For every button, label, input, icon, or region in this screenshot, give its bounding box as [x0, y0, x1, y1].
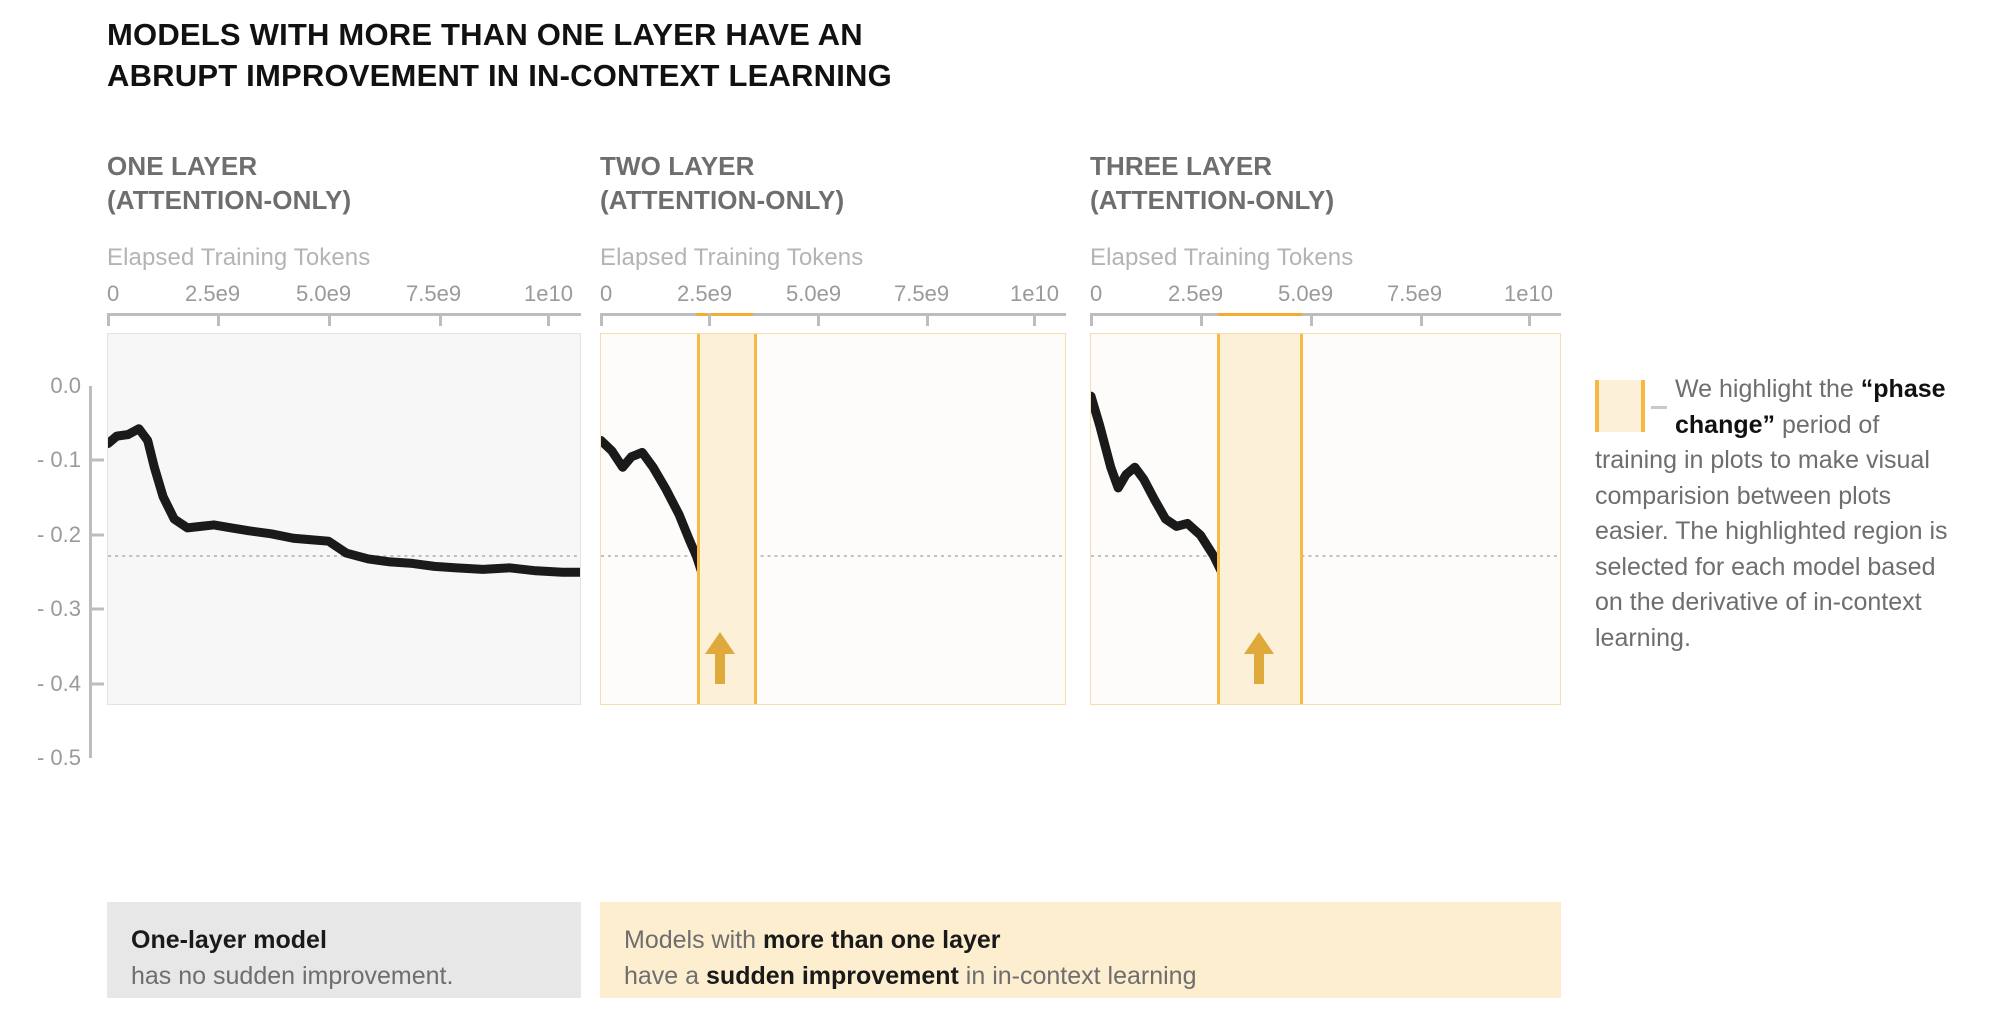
x-axis-line — [1090, 313, 1561, 316]
phase-change-arrow-icon — [1242, 630, 1276, 686]
x-tick-label: 5.0e9 — [1278, 281, 1334, 306]
panel-three-layer: THREE LAYER (ATTENTION-ONLY) Elapsed Tra… — [1090, 150, 1561, 705]
plot-area-three-layer — [1090, 333, 1561, 705]
caption-right-line1-bold: more than one layer — [762, 926, 1001, 954]
x-axis-tick — [708, 313, 711, 326]
phase-change-arrow-icon — [703, 630, 737, 686]
x-axis-tick — [600, 313, 603, 326]
x-tick-label: 2.5e9 — [185, 281, 241, 306]
y-tick-label: - 0.1 — [36, 447, 81, 473]
x-axis-tick — [1200, 313, 1203, 326]
x-axis-title: Elapsed Training Tokens — [107, 244, 371, 271]
y-tick-label: - 0.4 — [36, 670, 81, 696]
y-axis-tick — [92, 682, 104, 686]
y-axis: 0.0 - 0.1 - 0.2 - 0.3 - 0.4 - 0.5 — [0, 373, 107, 770]
y-tick-label: - 0.3 — [36, 596, 81, 622]
page-title: MODELS WITH MORE THAN ONE LAYER HAVE AN … — [107, 17, 892, 94]
x-axis-tick — [439, 313, 442, 326]
x-axis — [107, 313, 581, 329]
x-tick-labels: 0 2.5e9 5.0e9 7.5e9 1e10 — [107, 281, 581, 311]
x-axis-highlight-segment — [1218, 313, 1302, 316]
panel-two-layer: TWO LAYER (ATTENTION-ONLY) Elapsed Train… — [600, 150, 1066, 705]
curve-path — [108, 429, 580, 573]
x-axis-tick — [1528, 313, 1531, 326]
x-axis-tick — [1420, 313, 1423, 326]
x-axis-tick — [328, 313, 331, 326]
curve-one-layer — [108, 334, 580, 704]
caption-left-rest: has no sudden improvement. — [131, 962, 454, 990]
x-tick-label: 0 — [1090, 281, 1103, 306]
curve-path — [1091, 396, 1560, 704]
x-tick-label: 7.5e9 — [1387, 281, 1443, 306]
panel-heading: TWO LAYER (ATTENTION-ONLY) — [600, 151, 845, 215]
x-tick-label: 2.5e9 — [1168, 281, 1224, 306]
y-axis-tick — [92, 458, 104, 462]
x-axis-highlight-segment — [696, 313, 753, 316]
reference-line-dash-icon — [1651, 406, 1667, 409]
caption-right-line1-plain: Models with — [624, 926, 763, 954]
x-tick-label: 0 — [600, 281, 613, 306]
caption-right-line2-plain1: have a — [624, 962, 707, 990]
caption-right-line2-plain2: in in-context learning — [958, 962, 1197, 990]
x-axis-tick — [107, 313, 110, 326]
panel-one-layer: ONE LAYER (ATTENTION-ONLY) Elapsed Train… — [107, 150, 581, 705]
x-tick-label: 5.0e9 — [296, 281, 352, 306]
x-axis-tick — [1090, 313, 1093, 326]
x-axis — [600, 313, 1066, 329]
curve-three-layer — [1091, 334, 1560, 704]
x-tick-label: 1e10 — [1010, 281, 1059, 306]
x-tick-label: 1e10 — [1504, 281, 1553, 306]
phase-change-legend-note: We highlight the “phase change” period o… — [1595, 372, 1955, 656]
curve-path — [601, 441, 1065, 704]
y-tick-label: - 0.5 — [36, 745, 81, 770]
legend-note-lead: We highlight the — [1675, 375, 1861, 403]
x-tick-label: 0 — [107, 281, 120, 306]
x-axis-tick — [817, 313, 820, 326]
x-tick-label: 5.0e9 — [786, 281, 842, 306]
x-axis-title: Elapsed Training Tokens — [600, 244, 864, 271]
panel-heading: ONE LAYER (ATTENTION-ONLY) — [107, 151, 352, 215]
y-tick-label: - 0.2 — [36, 521, 81, 547]
x-tick-label: 1e10 — [524, 281, 573, 306]
x-axis-tick — [547, 313, 550, 326]
x-tick-labels: 0 2.5e9 5.0e9 7.5e9 1e10 — [1090, 281, 1561, 311]
y-axis-tick — [92, 607, 104, 611]
plot-area-one-layer — [107, 333, 581, 705]
y-axis-tick — [92, 533, 104, 537]
x-axis-tick — [1310, 313, 1313, 326]
x-tick-label: 7.5e9 — [894, 281, 950, 306]
plot-area-two-layer — [600, 333, 1066, 705]
x-tick-labels: 0 2.5e9 5.0e9 7.5e9 1e10 — [600, 281, 1066, 311]
x-tick-label: 7.5e9 — [406, 281, 462, 306]
x-axis-line — [107, 313, 581, 316]
x-axis-tick — [1033, 313, 1036, 326]
curve-two-layer — [601, 334, 1065, 704]
legend-note-bold: “phase change” — [1675, 375, 1946, 439]
x-axis-tick — [217, 313, 220, 326]
legend-note-body: period of training in plots to make visu… — [1595, 410, 1948, 652]
x-axis-tick — [926, 313, 929, 326]
panel-heading: THREE LAYER (ATTENTION-ONLY) — [1090, 151, 1335, 215]
x-axis — [1090, 313, 1561, 329]
caption-right-line2-bold: sudden improvement — [706, 962, 959, 990]
caption-left-bold: One-layer model — [131, 926, 327, 954]
caption-multi-layer: Models with more than one layer have a s… — [600, 902, 1561, 998]
x-axis-line — [600, 313, 1066, 316]
x-tick-label: 2.5e9 — [677, 281, 733, 306]
y-axis-spine — [89, 386, 92, 758]
highlight-band-swatch-icon — [1595, 380, 1645, 432]
x-axis-title: Elapsed Training Tokens — [1090, 244, 1354, 271]
caption-one-layer: One-layer model has no sudden improvemen… — [107, 902, 581, 998]
y-tick-label: 0.0 — [50, 373, 81, 398]
